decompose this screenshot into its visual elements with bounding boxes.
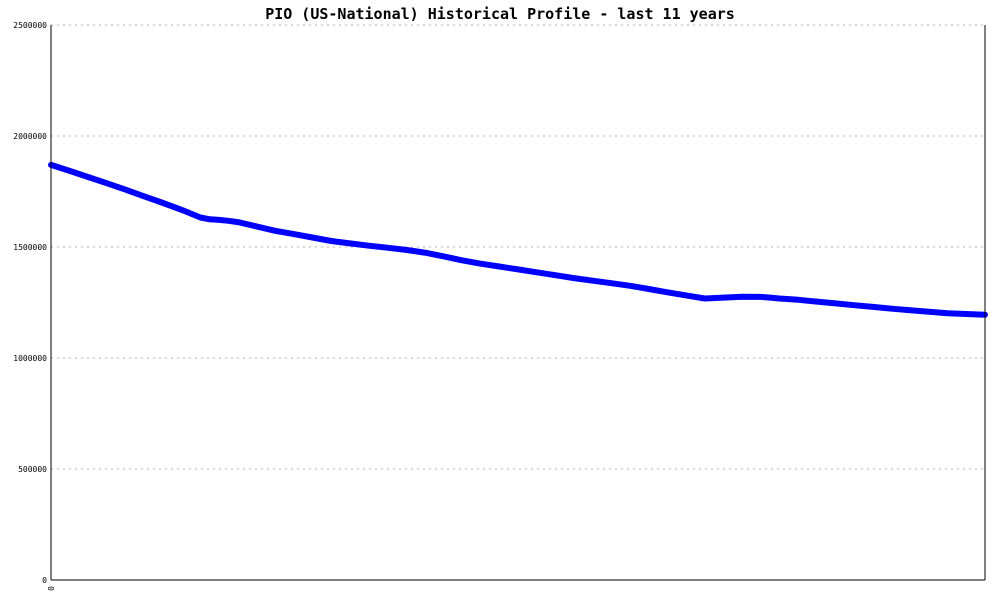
y-tick-label: 1000000: [13, 354, 47, 363]
grid-lines: [51, 24, 985, 470]
y-tick-label: 500000: [18, 465, 47, 474]
axes: [50, 25, 986, 581]
y-tick-label: 2500000: [13, 21, 47, 30]
chart-title: PIO (US-National) Historical Profile - l…: [265, 5, 735, 23]
x-tick-label: 0: [47, 586, 56, 591]
y-tick-label: 1500000: [13, 243, 47, 252]
series-line: [48, 161, 988, 318]
y-tick-labels: 0 500000 1000000 1500000 2000000 2500000: [13, 21, 47, 585]
y-tick-label: 2000000: [13, 132, 47, 141]
y-tick-label: 0: [42, 576, 47, 585]
series-layer: [48, 161, 988, 318]
x-tick-labels: 0: [47, 586, 56, 591]
